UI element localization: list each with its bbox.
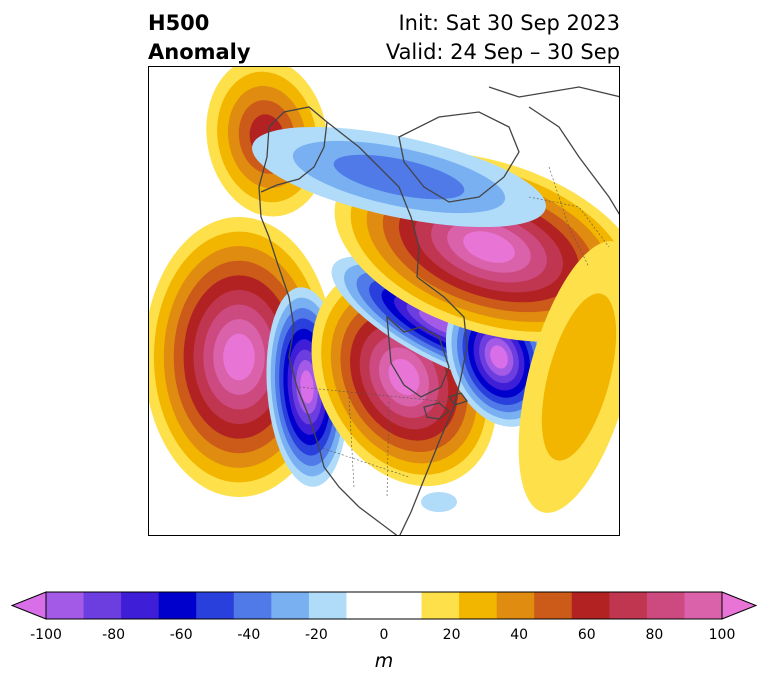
colorbar-cell bbox=[83, 592, 122, 619]
colorbar-cell bbox=[459, 592, 498, 619]
coastlines bbox=[258, 86, 619, 535]
colorbar-cells bbox=[10, 591, 758, 620]
colorbar-cell bbox=[421, 592, 460, 619]
negative-anomaly-contour bbox=[300, 370, 314, 404]
colorbar-tick-label: 40 bbox=[510, 627, 529, 643]
colorbar-cell bbox=[308, 592, 347, 619]
colorbar-cell bbox=[233, 592, 272, 619]
title-field: Anomaly bbox=[148, 40, 251, 64]
valid-period: Valid: 24 Sep – 30 Sep bbox=[385, 40, 620, 64]
colorbar-cell bbox=[346, 592, 385, 619]
colorbar-cell bbox=[609, 592, 648, 619]
colorbar-cell bbox=[46, 592, 85, 619]
colorbar-cell bbox=[271, 592, 310, 619]
positive-anomaly-contour bbox=[541, 293, 617, 461]
colorbar-tick-label: 60 bbox=[577, 627, 596, 643]
colorbar-cell bbox=[571, 592, 610, 619]
colorbar-cell bbox=[496, 592, 535, 619]
borders bbox=[298, 166, 610, 498]
anomaly-map bbox=[148, 66, 620, 536]
colorbar-cell bbox=[121, 592, 160, 619]
colorbar-tick-label: -20 bbox=[304, 627, 328, 643]
colorbar-outline bbox=[45, 591, 723, 620]
colorbar-extend-low bbox=[10, 591, 47, 620]
colorbar-tick-label: 0 bbox=[379, 627, 389, 643]
positive-anomaly-contour bbox=[223, 333, 255, 381]
colorbar-cell bbox=[534, 592, 573, 619]
colorbar-tick-label: 100 bbox=[708, 627, 736, 643]
init-time: Init: Sat 30 Sep 2023 bbox=[398, 11, 620, 35]
negative-anomaly-contour bbox=[421, 492, 457, 512]
positive-anomaly-contour bbox=[388, 358, 420, 396]
negative-anomaly-contour bbox=[333, 154, 465, 200]
colorbar-tick-label: -100 bbox=[30, 627, 62, 643]
colorbar bbox=[10, 591, 758, 620]
colorbar-unit: m bbox=[374, 650, 394, 672]
colorbar-tick-label: -60 bbox=[169, 627, 193, 643]
colorbar-tick-label: -80 bbox=[102, 627, 126, 643]
positive-anomaly-contour bbox=[463, 231, 515, 263]
colorbar-cell bbox=[646, 592, 685, 619]
title-left: H500 Anomaly bbox=[148, 9, 251, 67]
colorbar-cell bbox=[684, 592, 723, 619]
title-right: Init: Sat 30 Sep 2023 Valid: 24 Sep – 30… bbox=[386, 9, 620, 67]
colorbar-cell bbox=[158, 592, 197, 619]
colorbar-tick-label: -40 bbox=[237, 627, 261, 643]
colorbar-extend-high bbox=[721, 591, 758, 620]
negative-anomaly-contour bbox=[490, 345, 508, 369]
anomaly-contours bbox=[149, 67, 619, 513]
colorbar-cell bbox=[384, 592, 423, 619]
colorbar-tick-label: 80 bbox=[645, 627, 664, 643]
title-variable: H500 bbox=[148, 11, 210, 35]
colorbar-cell bbox=[196, 592, 235, 619]
colorbar-tick-label: 20 bbox=[442, 627, 461, 643]
